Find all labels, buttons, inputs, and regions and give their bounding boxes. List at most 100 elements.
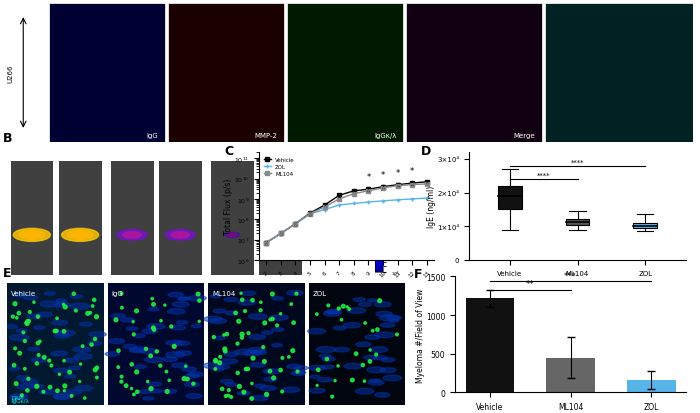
Point	[164, 377, 175, 384]
Point	[265, 368, 276, 375]
Point	[128, 331, 139, 338]
Point	[43, 357, 55, 364]
Circle shape	[291, 371, 305, 375]
Circle shape	[89, 332, 106, 337]
Point	[332, 363, 344, 369]
Circle shape	[237, 391, 251, 395]
Circle shape	[317, 377, 332, 382]
Point	[275, 311, 286, 317]
Point	[38, 389, 49, 395]
Circle shape	[166, 352, 185, 358]
Point	[323, 302, 334, 309]
Point	[247, 355, 258, 362]
Text: C: C	[224, 144, 233, 157]
Vehicle	[364, 187, 372, 192]
Point	[14, 350, 25, 357]
Point	[360, 320, 371, 327]
Point	[58, 301, 69, 308]
Point	[131, 369, 142, 375]
Circle shape	[327, 310, 342, 314]
Point	[60, 304, 71, 311]
Circle shape	[5, 325, 18, 329]
Point	[85, 310, 96, 316]
Line: ML104: ML104	[265, 183, 428, 245]
Circle shape	[251, 396, 268, 401]
Bar	[259, 161, 302, 275]
Text: ML104: ML104	[123, 154, 146, 161]
Bar	[498, 186, 522, 210]
Point	[60, 383, 71, 389]
Point	[286, 301, 297, 308]
Text: E: E	[3, 266, 11, 279]
Circle shape	[74, 354, 92, 359]
Point	[208, 334, 219, 341]
Point	[161, 368, 172, 375]
Circle shape	[364, 356, 378, 360]
Circle shape	[21, 379, 38, 384]
Point	[290, 291, 302, 297]
Circle shape	[176, 351, 192, 356]
Point	[9, 301, 20, 307]
Vehicle	[321, 203, 329, 208]
Circle shape	[175, 233, 186, 237]
ML104	[321, 205, 329, 210]
Circle shape	[17, 376, 30, 380]
Circle shape	[105, 352, 120, 356]
Y-axis label: IgE (ng/ml): IgE (ng/ml)	[427, 185, 436, 228]
Point	[148, 325, 159, 331]
Circle shape	[210, 295, 220, 298]
Circle shape	[67, 231, 93, 240]
Circle shape	[293, 366, 308, 370]
Circle shape	[165, 230, 195, 240]
Point	[116, 378, 127, 385]
Circle shape	[260, 386, 276, 391]
Point	[75, 361, 86, 368]
Point	[210, 358, 221, 365]
ML104	[423, 182, 431, 187]
ZOL	[321, 208, 329, 213]
Circle shape	[134, 365, 146, 368]
Point	[169, 343, 180, 350]
Point	[194, 298, 205, 304]
Point	[52, 315, 63, 322]
Circle shape	[234, 349, 253, 355]
Circle shape	[143, 397, 154, 400]
Circle shape	[179, 297, 190, 301]
Vehicle	[276, 231, 285, 236]
Circle shape	[133, 334, 145, 338]
Vehicle	[379, 185, 387, 190]
Circle shape	[19, 231, 45, 240]
Point	[268, 375, 279, 381]
Circle shape	[316, 347, 336, 353]
Circle shape	[176, 321, 188, 324]
Circle shape	[287, 364, 302, 369]
Circle shape	[249, 335, 265, 340]
Point	[220, 348, 231, 355]
Point	[233, 318, 244, 325]
Text: ML104: ML104	[212, 290, 235, 296]
Circle shape	[31, 384, 43, 388]
Circle shape	[191, 325, 202, 328]
Point	[10, 345, 21, 352]
Bar	[108, 283, 204, 405]
Circle shape	[241, 292, 255, 296]
Point	[162, 388, 173, 395]
Circle shape	[376, 311, 393, 317]
Point	[214, 360, 225, 366]
Circle shape	[45, 292, 55, 296]
Circle shape	[273, 233, 288, 238]
Point	[91, 374, 102, 381]
Point	[87, 303, 98, 310]
Text: A: A	[49, 0, 59, 3]
Circle shape	[355, 389, 374, 394]
Text: **: **	[526, 280, 534, 289]
Circle shape	[127, 233, 138, 237]
Circle shape	[25, 233, 39, 238]
Circle shape	[54, 303, 71, 308]
Point	[44, 384, 55, 391]
Point	[51, 328, 62, 335]
Circle shape	[145, 357, 163, 363]
Circle shape	[262, 331, 273, 335]
Point	[33, 352, 44, 358]
Point	[13, 310, 24, 317]
